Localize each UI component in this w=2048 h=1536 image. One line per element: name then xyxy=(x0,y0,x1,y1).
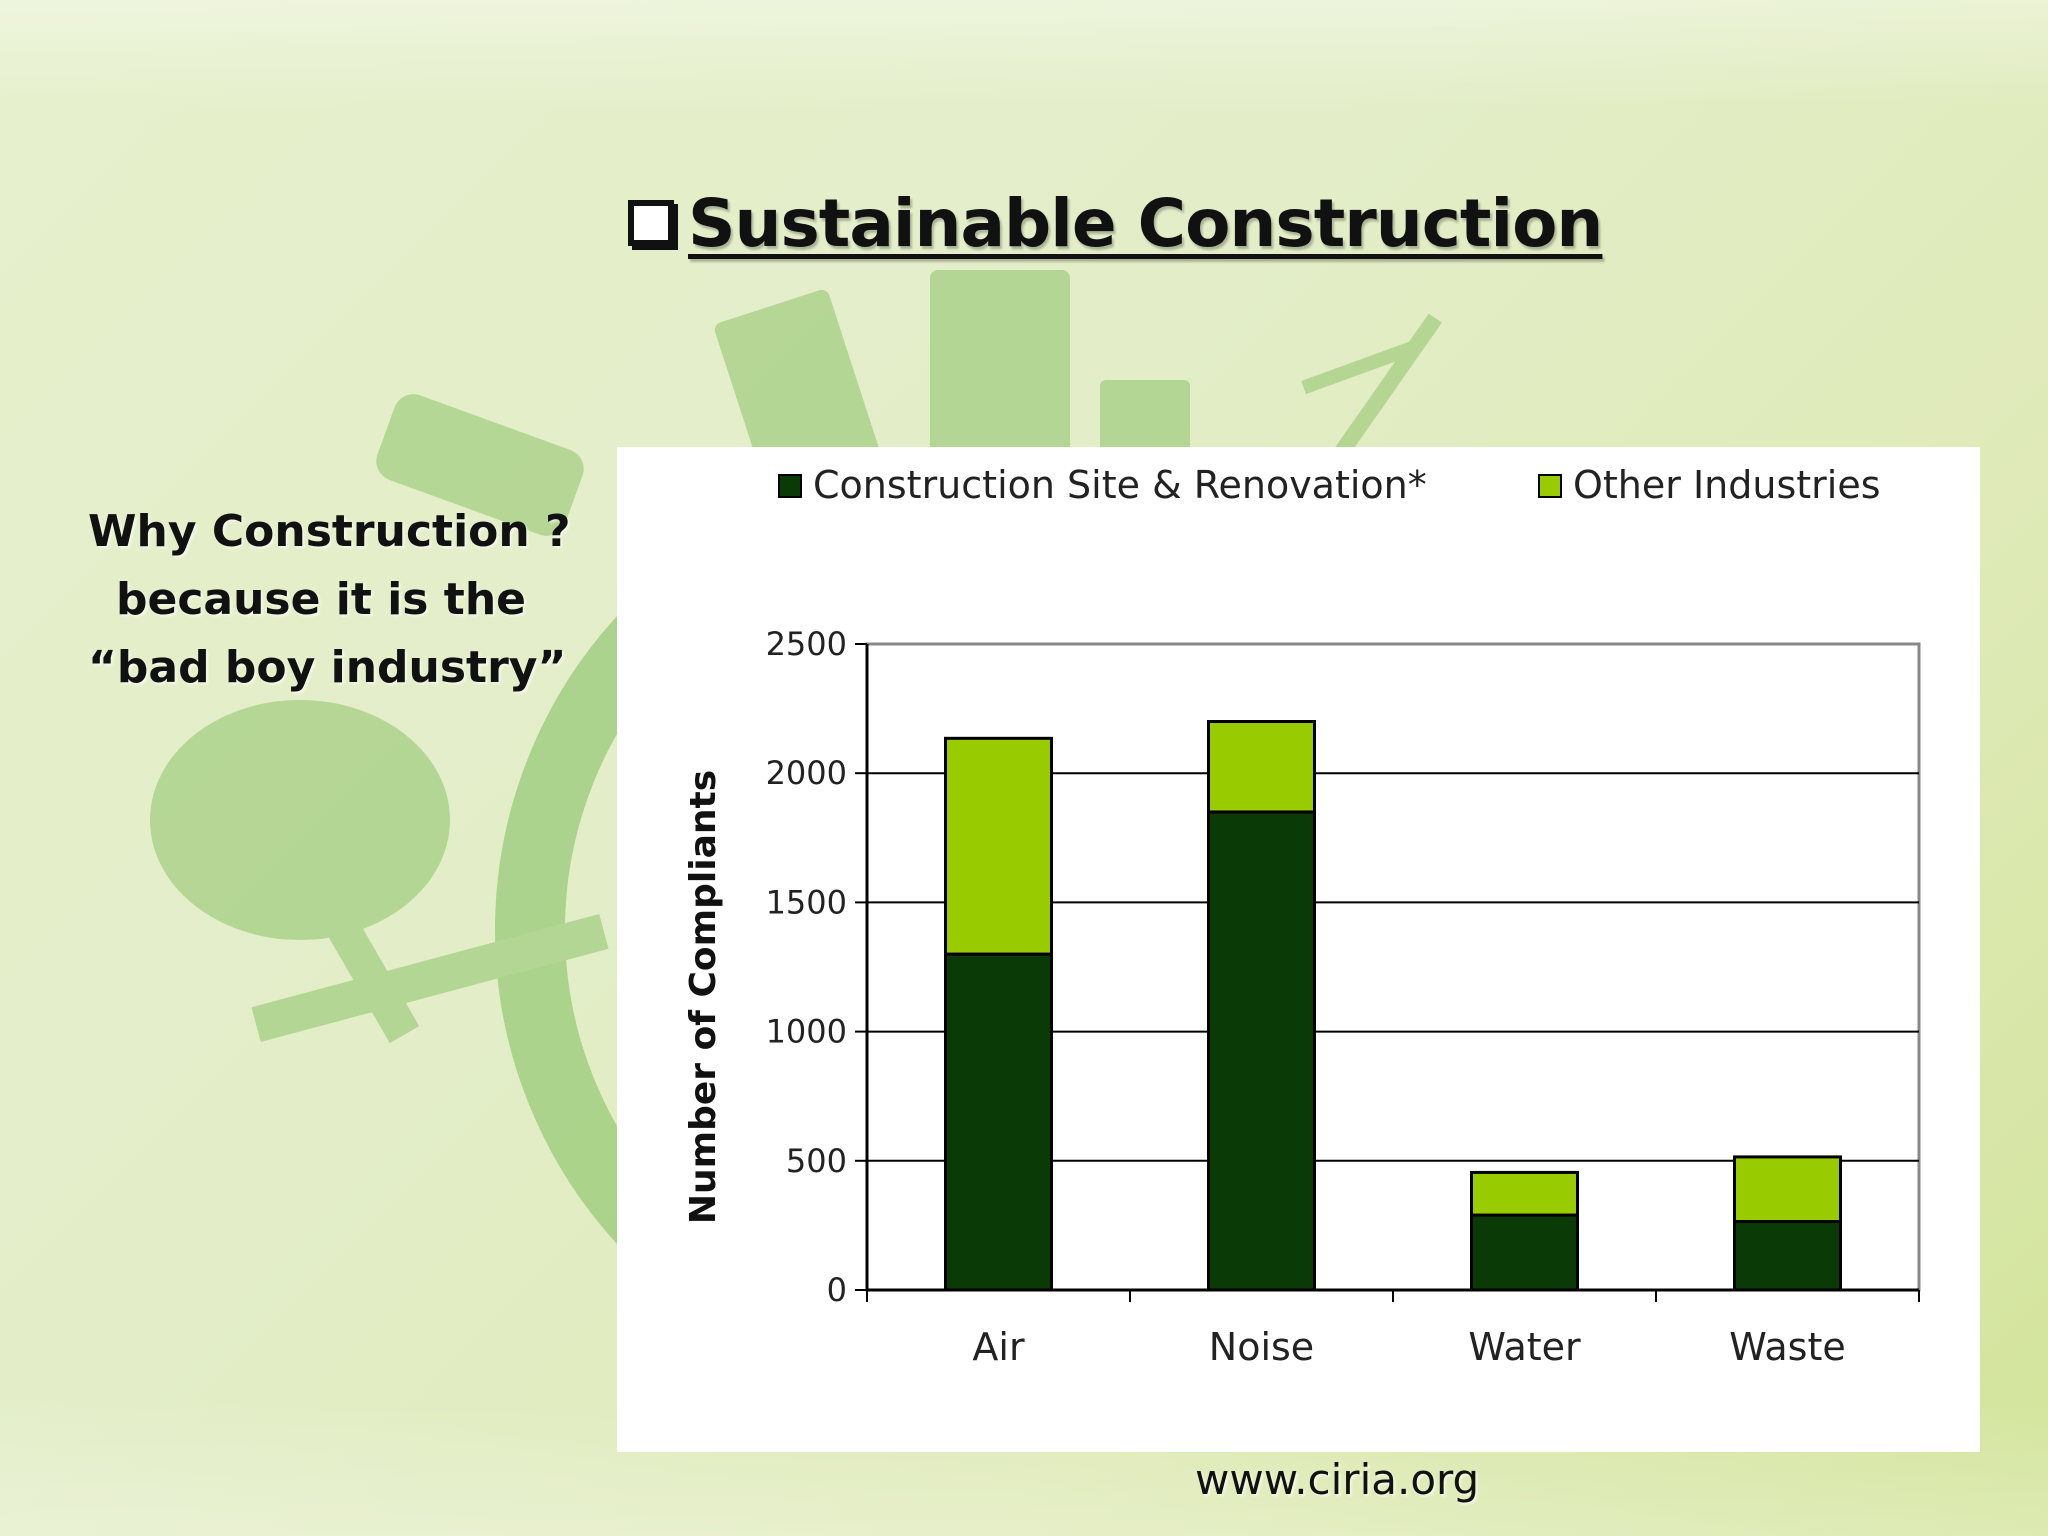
legend-swatch-construction xyxy=(778,474,802,498)
legend-label: Other Industries xyxy=(1573,463,1881,507)
why-line-1: Why Construction ? xyxy=(88,506,571,557)
y-tick-label: 1000 xyxy=(766,1013,847,1051)
x-tick-label: Waste xyxy=(1729,1325,1846,1369)
why-construction-text: Why Construction ? because it is the “ba… xyxy=(88,498,588,702)
x-tick-label: Air xyxy=(972,1325,1025,1369)
x-tick-label: Noise xyxy=(1209,1325,1314,1369)
y-tick-label: 500 xyxy=(786,1142,847,1180)
y-axis-label: Number of Compliants xyxy=(683,770,724,1224)
bar-air-construction xyxy=(944,952,1053,1292)
why-line-3: “bad boy industry” xyxy=(88,642,567,693)
y-tick-label: 2500 xyxy=(766,625,847,663)
bar-noise-other-industries xyxy=(1207,720,1316,814)
stacked-bar-chart: 0 500 1000 1500 2000 2500 Air Noise Water Waste Nu… xyxy=(683,463,1921,1369)
legend-label: Construction Site & Renovation* xyxy=(813,463,1427,507)
bar-water-other-industries xyxy=(1470,1170,1579,1217)
bar-air-other-industries xyxy=(944,736,1053,956)
checkbox-bullet-icon xyxy=(628,200,674,246)
bar-water-construction xyxy=(1470,1213,1579,1292)
y-tick-label: 0 xyxy=(827,1271,847,1309)
source-url: www.ciria.org xyxy=(1195,1455,1480,1504)
legend-swatch-other-industries xyxy=(1538,474,1562,498)
chart-panel: 0 500 1000 1500 2000 2500 Air Noise Water Waste Nu… xyxy=(617,447,1980,1452)
bar-noise-construction xyxy=(1207,810,1316,1292)
y-tick-label: 1500 xyxy=(766,883,847,921)
slide-title-text: Sustainable Construction xyxy=(688,184,1603,262)
x-tick-label: Water xyxy=(1468,1325,1581,1369)
y-tick-label: 2000 xyxy=(766,754,847,792)
bar-waste-other-industries xyxy=(1733,1155,1842,1224)
slide-title: Sustainable Construction xyxy=(628,178,1603,268)
bar-waste-construction xyxy=(1733,1220,1842,1292)
why-line-2: because it is the xyxy=(116,574,527,625)
